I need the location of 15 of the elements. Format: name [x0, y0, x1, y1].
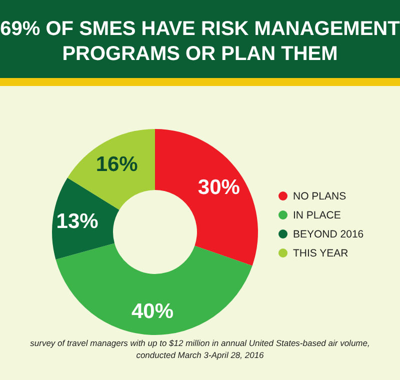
text: survey of travel managers with up to $12 million in annual United States-based air volume, [30, 338, 370, 348]
legend-label: IN PLACE [293, 210, 341, 222]
legend-label: NO PLANS [293, 190, 346, 203]
chart-title: 69% OF SMES HAVE RISK MANAGEMENT PROGRAMS OR PLAN THEM [0, 18, 400, 65]
data-label: 13% [56, 210, 99, 234]
data-label: 16% [96, 152, 138, 176]
donut-slice [67, 129, 155, 210]
data-label: 40% [131, 300, 174, 323]
text: conducted March 3-April 28, 2016 [136, 350, 264, 360]
donut-slice [155, 129, 258, 266]
donut-slice [56, 243, 252, 335]
donut-slice [52, 178, 120, 260]
data-label: 30% [198, 176, 240, 199]
legend-label: BEYOND 2016 [293, 228, 364, 241]
legend-label: THIS YEAR [293, 248, 349, 260]
